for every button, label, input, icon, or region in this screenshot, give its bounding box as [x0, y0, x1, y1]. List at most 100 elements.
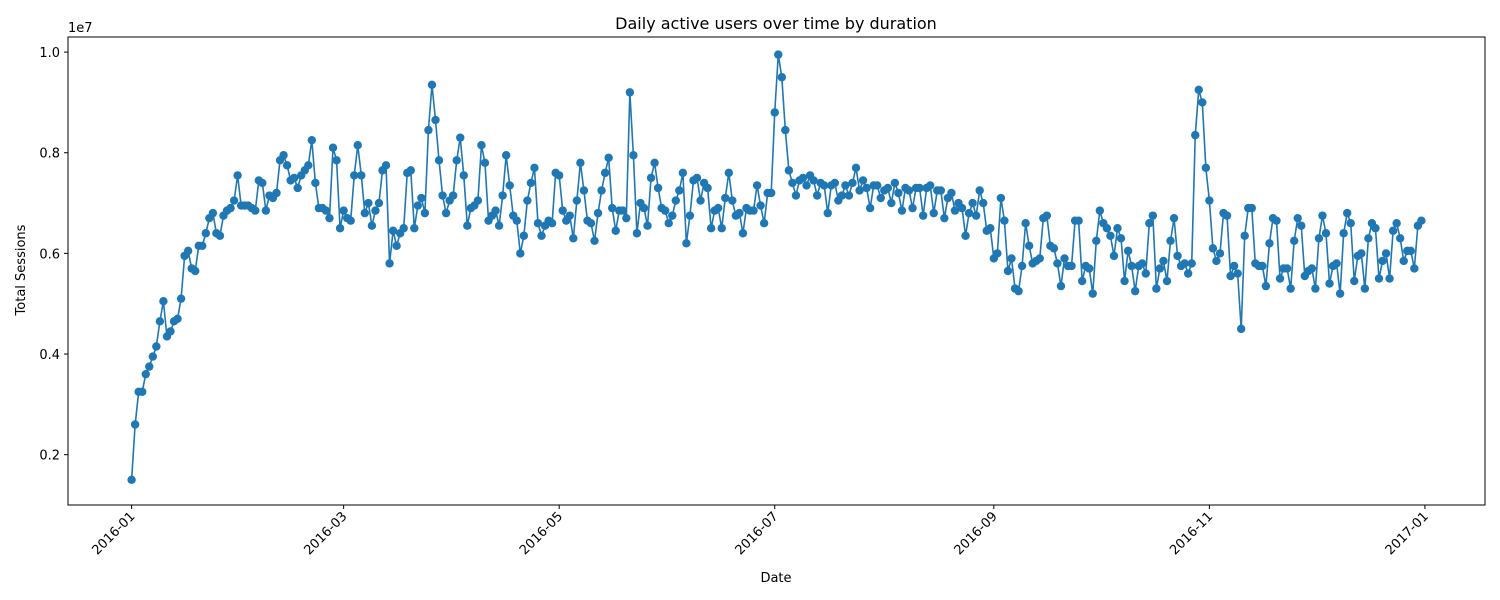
data-point [650, 158, 659, 168]
data-point [565, 211, 574, 220]
data-point [198, 241, 207, 251]
data-point [1141, 269, 1150, 278]
data-point [957, 203, 967, 213]
data-point [463, 221, 472, 230]
data-point [166, 327, 175, 336]
data-point [873, 181, 882, 190]
data-point [964, 208, 974, 218]
data-point [438, 191, 447, 200]
data-point [1123, 246, 1133, 256]
data-point [1056, 281, 1066, 291]
data-point [1077, 276, 1087, 286]
data-point [1233, 269, 1242, 278]
data-point [668, 211, 677, 220]
data-point [1085, 264, 1094, 273]
data-point [251, 206, 260, 215]
data-point [823, 208, 832, 218]
data-point [1053, 259, 1062, 268]
data-point [1130, 286, 1140, 296]
data-point [996, 193, 1006, 203]
data-point [501, 151, 511, 160]
data-point [671, 196, 680, 205]
data-point [629, 151, 638, 160]
data-point [155, 317, 165, 326]
data-point [494, 221, 504, 230]
data-point [1148, 211, 1158, 220]
data-point [848, 178, 857, 188]
data-point [586, 218, 596, 228]
data-point [307, 135, 317, 145]
data-point [1275, 274, 1285, 283]
data-point [519, 231, 529, 240]
data-point [812, 191, 822, 200]
data-point [777, 73, 786, 82]
data-point [339, 206, 348, 215]
data-point [1236, 324, 1246, 334]
data-point [569, 234, 578, 243]
data-point [226, 203, 235, 213]
data-point [1152, 284, 1161, 293]
data-point [1392, 218, 1401, 228]
data-point [664, 218, 673, 228]
data-point [1159, 256, 1168, 266]
data-point [904, 186, 914, 195]
data-point [261, 206, 271, 215]
data-point [1417, 216, 1426, 225]
x-tick-label: 2016-03 [301, 509, 350, 558]
data-point [127, 475, 136, 485]
data-point [749, 206, 758, 215]
data-point [844, 191, 854, 200]
data-point [233, 171, 242, 180]
data-point [452, 156, 461, 165]
data-point [533, 218, 543, 228]
data-point [1335, 289, 1345, 298]
data-point [1297, 221, 1306, 230]
data-point [191, 266, 200, 276]
data-point [1208, 244, 1218, 253]
data-point [858, 176, 868, 185]
data-point [862, 183, 871, 193]
data-point [1229, 261, 1239, 271]
data-point [325, 213, 334, 223]
y-axis-offset-text: 1e7 [68, 21, 93, 36]
data-point [1003, 266, 1013, 276]
data-point [993, 249, 1002, 258]
data-point [1127, 261, 1136, 271]
data-point [1240, 231, 1249, 240]
data-point [1183, 269, 1193, 278]
data-point [770, 108, 779, 117]
data-point [600, 168, 610, 178]
data-point [321, 206, 331, 215]
data-point [176, 294, 186, 303]
data-point [1173, 251, 1182, 261]
data-point [498, 191, 507, 200]
data-point [1289, 236, 1299, 246]
data-point [971, 211, 981, 220]
data-point [1035, 254, 1044, 263]
data-point [986, 224, 995, 233]
x-tick-label: 2017-01 [1383, 509, 1432, 558]
data-point [979, 198, 988, 208]
data-point [392, 241, 401, 251]
series-line [130, 54, 1423, 480]
data-point [381, 161, 391, 170]
data-point [1410, 264, 1419, 273]
data-point [678, 168, 688, 178]
data-point [431, 115, 440, 125]
data-point [477, 140, 486, 150]
data-point [1286, 284, 1295, 293]
data-point [434, 156, 444, 165]
data-point [1000, 216, 1009, 225]
data-point [1092, 236, 1101, 246]
data-point [1307, 264, 1317, 273]
data-point [1265, 239, 1274, 248]
data-point [1095, 206, 1105, 215]
y-axis: 0.2 0.4 0.6 0.8 1.0 [39, 46, 68, 464]
data-point [597, 186, 606, 195]
data-point [130, 420, 140, 429]
chart-title: Daily active users over time by duration [615, 14, 937, 33]
data-point [604, 153, 613, 162]
data-point [159, 296, 168, 306]
data-point [767, 188, 776, 198]
data-point [897, 206, 907, 215]
